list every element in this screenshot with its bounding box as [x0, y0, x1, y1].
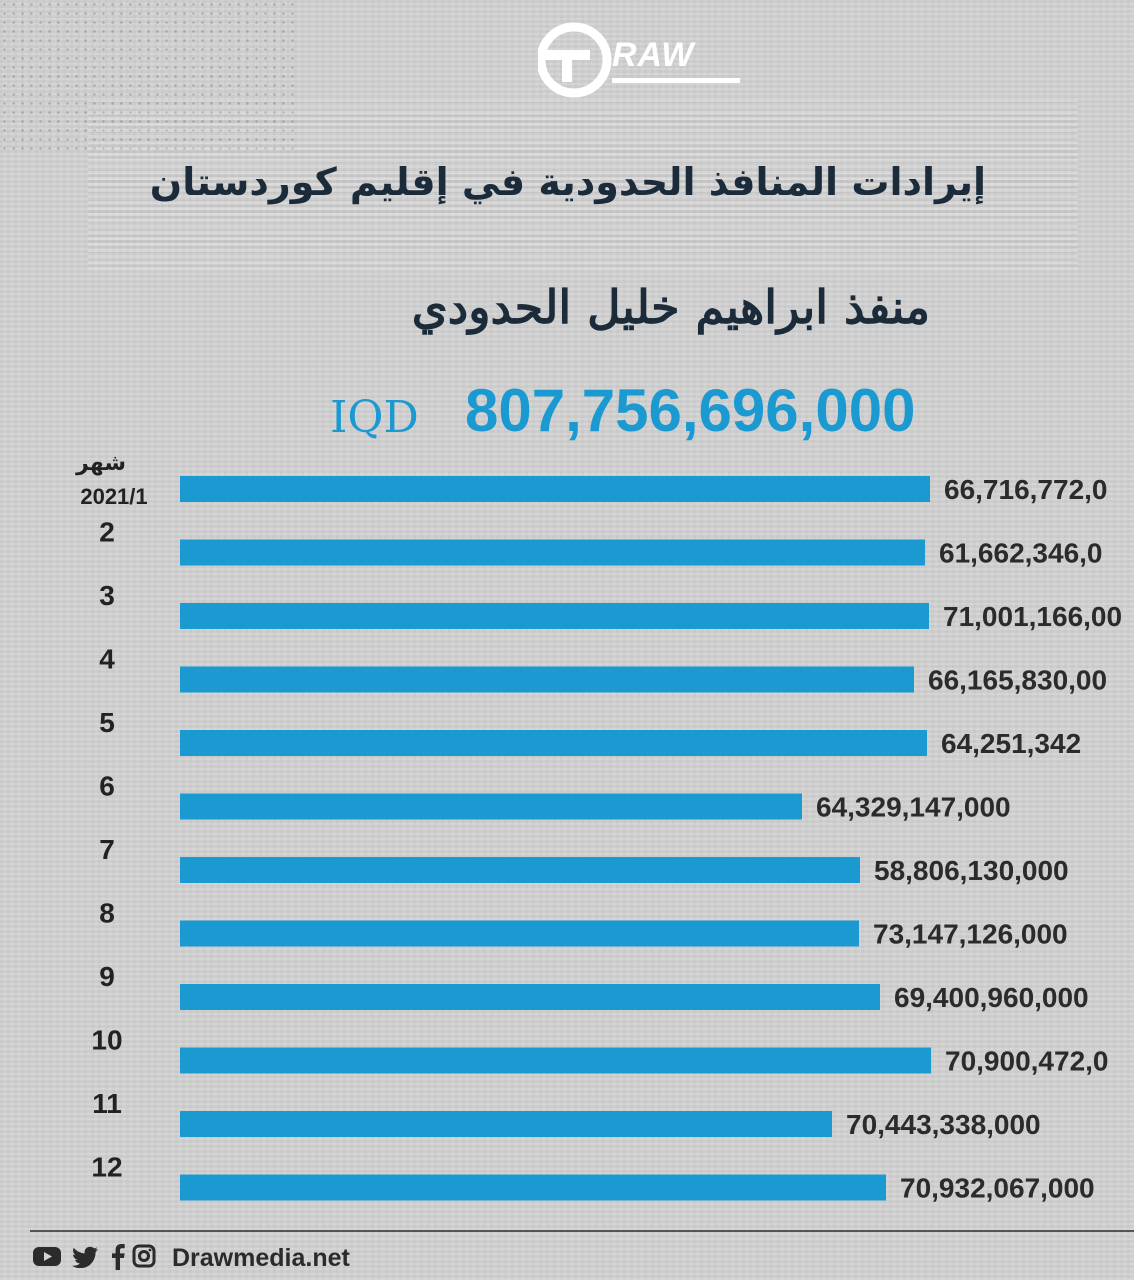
bar-month-6 — [180, 793, 802, 820]
value-label-month-4: 66,165,830,00 — [928, 665, 1107, 696]
draw-logo: RAW — [536, 22, 748, 102]
month-label-1: 2021/1 — [80, 484, 147, 509]
month-label-5: 5 — [99, 707, 115, 738]
title-backdrop — [88, 100, 1078, 270]
youtube-icon[interactable] — [32, 1244, 62, 1273]
value-label-month-9: 69,400,960,000 — [894, 982, 1089, 1013]
value-label-month-6: 64,329,147,000 — [816, 792, 1011, 823]
month-label-2: 2 — [99, 517, 115, 548]
value-label-month-7: 58,806,130,000 — [874, 855, 1069, 886]
bar-month-2 — [180, 539, 925, 566]
month-label-6: 6 — [99, 771, 115, 802]
value-label-month-3: 71,001,166,00 — [943, 601, 1122, 632]
value-label-month-5: 64,251,342 — [941, 728, 1081, 759]
bar-month-1 — [180, 476, 930, 502]
month-label-3: 3 — [99, 580, 115, 611]
month-label-4: 4 — [99, 644, 115, 675]
logo-text: RAW — [612, 36, 695, 74]
bar-month-11 — [180, 1111, 832, 1137]
month-header: شهر — [76, 450, 126, 475]
month-label-10: 10 — [91, 1025, 122, 1056]
value-label-month-8: 73,147,126,000 — [873, 919, 1068, 950]
draw-logo-mark-icon — [536, 22, 612, 98]
total-value: 807,756,696,000 — [465, 377, 916, 444]
page-title: إيرادات المنافذ الحدودية في إقليم كوردست… — [149, 160, 986, 204]
bar-month-12 — [180, 1174, 886, 1201]
value-label-month-1: 66,716,772,0 — [944, 474, 1108, 505]
bar-month-9 — [180, 984, 880, 1010]
page-subtitle: منفذ ابراهيم خليل الحدودي — [411, 280, 930, 334]
logo-underline — [612, 78, 740, 83]
bar-month-3 — [180, 603, 929, 629]
facebook-icon[interactable] — [110, 1244, 126, 1275]
month-label-7: 7 — [99, 834, 115, 865]
bar-month-5 — [180, 730, 927, 756]
footer-divider — [30, 1230, 1134, 1232]
bar-month-4 — [180, 666, 914, 693]
value-label-month-2: 61,662,346,0 — [939, 538, 1103, 569]
total-currency: IQD — [330, 392, 419, 443]
month-label-9: 9 — [99, 961, 115, 992]
value-label-month-12: 70,932,067,000 — [900, 1173, 1095, 1204]
value-label-month-11: 70,443,338,000 — [846, 1109, 1041, 1140]
dot-pattern — [0, 0, 300, 150]
bar-month-8 — [180, 920, 859, 947]
instagram-icon[interactable] — [132, 1244, 156, 1273]
bar-month-7 — [180, 857, 860, 883]
month-label-12: 12 — [91, 1152, 122, 1183]
month-label-11: 11 — [92, 1088, 122, 1119]
twitter-icon[interactable] — [72, 1244, 100, 1273]
footer-site-link[interactable]: Drawmedia.net — [172, 1244, 350, 1272]
bar-month-10 — [180, 1047, 931, 1074]
value-label-month-10: 70,900,472,0 — [945, 1046, 1109, 1077]
month-label-8: 8 — [99, 898, 115, 929]
